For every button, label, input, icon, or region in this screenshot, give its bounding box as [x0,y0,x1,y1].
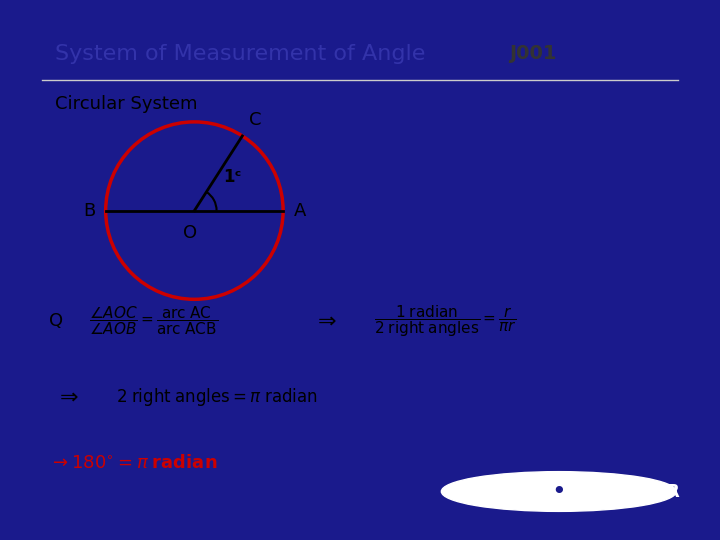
Text: J001: J001 [509,44,557,63]
Text: $\rightarrow 180^{\circ} = \pi\;\mathbf{radian}$: $\rightarrow 180^{\circ} = \pi\;\mathbf{… [49,454,217,472]
Text: $\dfrac{\angle AOC}{\angle AOB}=\dfrac{\mathrm{arc\;AC}}{\mathrm{arc\;ACB}}$: $\dfrac{\angle AOC}{\angle AOB}=\dfrac{\… [89,305,218,337]
Text: B: B [83,201,95,220]
Text: $\Rightarrow$: $\Rightarrow$ [55,387,79,407]
Text: $2\;\mathrm{right\;angles}=\pi\;\mathrm{radian}$: $2\;\mathrm{right\;angles}=\pi\;\mathrm{… [117,386,318,408]
Text: CAREER LAUNCHER: CAREER LAUNCHER [500,483,680,501]
Text: A: A [294,201,306,220]
Text: $\Rightarrow$: $\Rightarrow$ [312,310,336,331]
Text: •: • [552,480,566,503]
Text: $\dfrac{1\;\mathrm{radian}}{2\;\mathrm{right\;angles}}=\dfrac{r}{\pi r}$: $\dfrac{1\;\mathrm{radian}}{2\;\mathrm{r… [374,303,516,339]
Text: C: C [249,111,262,129]
Text: Q: Q [49,312,63,330]
Text: System of Measurement of Angle: System of Measurement of Angle [55,44,426,64]
Text: Circular System: Circular System [55,95,198,113]
Polygon shape [331,462,698,524]
Circle shape [441,471,676,511]
Text: 1ᶜ: 1ᶜ [222,168,241,186]
Text: O: O [183,224,197,242]
